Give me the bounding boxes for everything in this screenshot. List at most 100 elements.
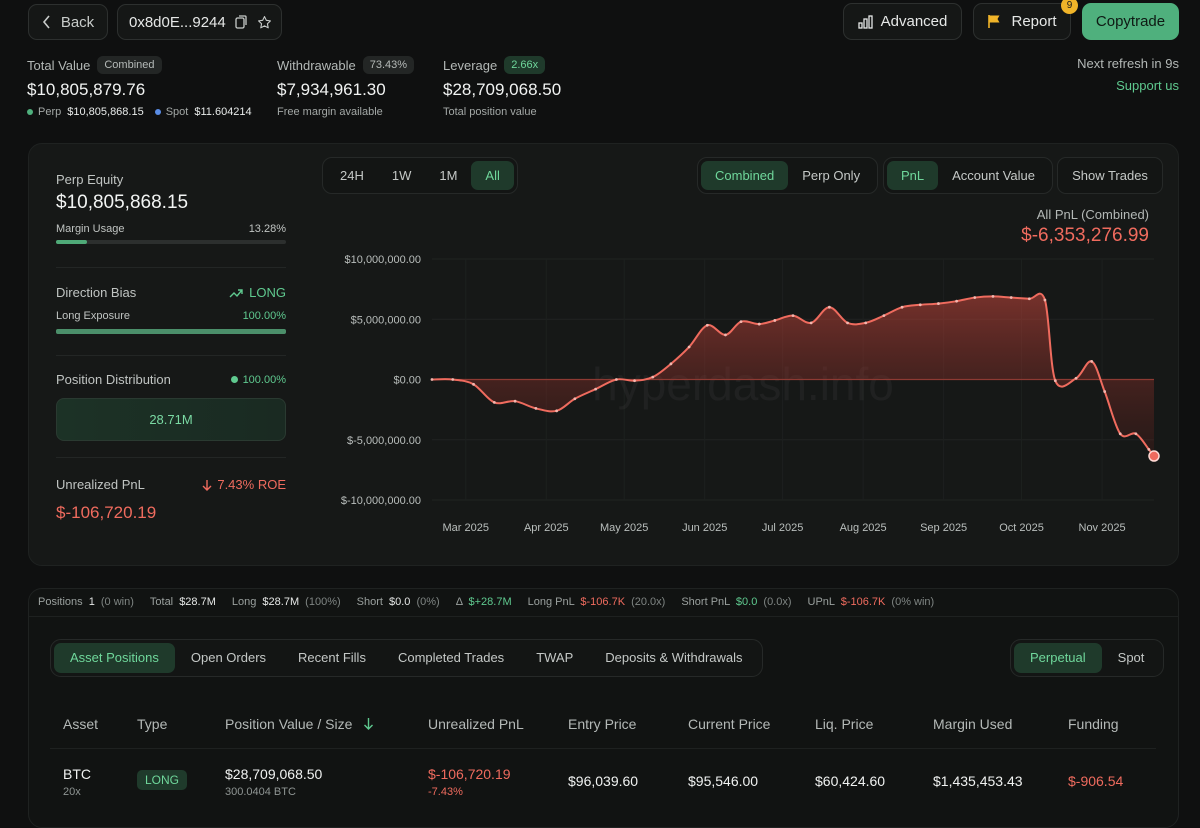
bar-chart-icon [857, 14, 873, 29]
star-icon[interactable] [257, 15, 272, 30]
funding: $-906.54 [1068, 773, 1124, 789]
summary-item: Δ $+28.7M [456, 596, 515, 608]
column-header-funding[interactable]: Funding [1068, 716, 1119, 732]
combined-badge: Combined [97, 56, 162, 74]
report-count-badge: 9 [1061, 0, 1078, 14]
unrealized-pct: -7.43% [428, 786, 463, 798]
show-trades-button[interactable]: Show Trades [1057, 157, 1163, 194]
summary-label: Short PnL [681, 596, 733, 608]
direction-bias-label: Direction Bias [56, 285, 137, 300]
column-header-margin-used[interactable]: Margin Used [933, 716, 1013, 732]
divider [56, 457, 286, 458]
perp-equity-value: $10,805,868.15 [56, 192, 189, 213]
summary-label: Δ [455, 596, 466, 608]
sort-arrow-icon[interactable] [363, 717, 374, 730]
summary-value: $28.7M [179, 596, 216, 608]
copytrade-button[interactable]: Copytrade [1082, 3, 1179, 40]
total-value-stat: Total Value Combined $10,805,879.76 Perp … [27, 56, 252, 118]
range-option-1m[interactable]: 1M [439, 168, 458, 183]
column-header-liq-price[interactable]: Liq. Price [815, 716, 874, 732]
summary-label: Long [231, 596, 260, 608]
metric-selector: PnL Account Value [883, 157, 1054, 194]
mode-selector: Combined Perp Only [697, 157, 879, 194]
unrealized-pnl-card: Unrealized PnL 7.43% ROE $-106,720.19 [56, 477, 286, 523]
position-distribution-card: Position Distribution 100.00% 28.71M [56, 372, 286, 441]
unrealized-pnl-label: Unrealized PnL [56, 477, 145, 492]
tab-open-orders[interactable]: Open Orders [190, 650, 267, 665]
summary-extra: (20.0x) [628, 596, 666, 608]
back-label: Back [60, 13, 95, 31]
column-header-type[interactable]: Type [137, 716, 168, 732]
withdrawable-badge: 73.43% [362, 56, 415, 74]
market-type-selector: Perpetual Spot [1010, 639, 1165, 677]
withdrawable-value: $7,934,961.30 [277, 80, 386, 99]
perp-equity-label: Perp Equity [56, 172, 124, 187]
metric-option-pnl[interactable]: PnL [887, 161, 939, 190]
summary-extra: (0% win) [888, 596, 935, 608]
divider [50, 748, 1156, 749]
tab-completed-trades[interactable]: Completed Trades [397, 650, 505, 665]
long-dot-icon [230, 376, 238, 383]
leverage-stat: Leverage 2.66x $28,709,068.50 Total posit… [443, 56, 561, 118]
summary-item: Total $28.7M [150, 596, 219, 608]
mode-option-combined[interactable]: Combined [701, 161, 789, 190]
withdrawable-label: Withdrawable [277, 57, 356, 73]
divider [56, 267, 286, 268]
copy-icon[interactable] [235, 15, 247, 29]
show-trades-label: Show Trades [1072, 168, 1148, 183]
column-header-entry-price[interactable]: Entry Price [568, 716, 637, 732]
copytrade-label: Copytrade [1095, 13, 1166, 30]
range-option-all[interactable]: All [471, 161, 514, 190]
column-header-position-value-size[interactable]: Position Value / Size [225, 716, 353, 732]
range-option-24h[interactable]: 24H [340, 168, 364, 183]
tab-recent-fills[interactable]: Recent Fills [298, 650, 366, 665]
margin-used: $1,435,453.43 [933, 773, 1023, 789]
distribution-block[interactable]: 28.71M [56, 398, 286, 441]
perp-equity-card: Perp Equity $10,805,868.15 Margin Usage … [56, 172, 286, 244]
distribution-amount: 28.71M [149, 412, 193, 427]
summary-value: $28.7M [262, 596, 300, 608]
support-link[interactable]: Support us [1116, 78, 1179, 93]
direction-bias-card: Direction Bias LONG Long Exposure 100.00… [56, 285, 286, 334]
summary-item: Long $28.7M (100%) [232, 596, 344, 608]
report-button[interactable]: Report [973, 3, 1071, 40]
positions-summary: Positions 1 (0 win) Total $28.7M Long $28.… [38, 596, 950, 608]
margin-usage-label: Margin Usage [56, 223, 125, 235]
metric-option-account-value[interactable]: Account Value [952, 168, 1036, 183]
address-chip[interactable]: 0x8d0E...9244 [117, 4, 282, 40]
tab-asset-positions[interactable]: Asset Positions [54, 643, 175, 673]
range-selector: 24H 1W 1M All [322, 157, 518, 194]
market-option-perpetual[interactable]: Perpetual [1014, 643, 1102, 673]
advanced-button[interactable]: Advanced [843, 3, 962, 40]
asset-name: BTC [63, 766, 91, 782]
mode-option-perp-only[interactable]: Perp Only [802, 168, 861, 183]
wallet-address: 0x8d0E...9244 [129, 13, 226, 31]
range-option-1w[interactable]: 1W [391, 168, 412, 183]
column-header-unrealized-pnl[interactable]: Unrealized PnL [428, 716, 524, 732]
total-value: $10,805,879.76 [27, 80, 146, 99]
market-option-spot[interactable]: Spot [1117, 650, 1145, 665]
leverage-sub: Total position value [443, 106, 537, 118]
column-header-current-price[interactable]: Current Price [688, 716, 771, 732]
column-header-asset[interactable]: Asset [63, 716, 99, 732]
summary-label: UPnL [807, 596, 838, 608]
summary-label: Total [149, 596, 177, 608]
tab-deposits-withdrawals[interactable]: Deposits & Withdrawals [605, 650, 743, 665]
refresh-text: Next refresh in 9s [1077, 56, 1179, 71]
summary-extra: (0%) [413, 596, 440, 608]
spot-value: $11.604214 [194, 106, 252, 118]
position-value: $28,709,068.50 [225, 766, 323, 782]
position-distribution-label: Position Distribution [56, 372, 171, 387]
summary-value: $+28.7M [468, 596, 512, 608]
withdrawable-sub: Free margin available [277, 106, 383, 118]
leverage-badge: 2.66x [504, 56, 546, 74]
arrow-down-icon [202, 479, 212, 491]
back-button[interactable]: Back [28, 4, 108, 40]
divider [56, 355, 286, 356]
spot-label: Spot [165, 106, 189, 118]
summary-value: $0.0 [735, 596, 758, 608]
margin-usage-fill [56, 240, 87, 244]
tab-twap[interactable]: TWAP [536, 650, 574, 665]
direction-bias-value: LONG [249, 285, 286, 300]
unrealized-pnl: $-106,720.19 [428, 766, 511, 782]
